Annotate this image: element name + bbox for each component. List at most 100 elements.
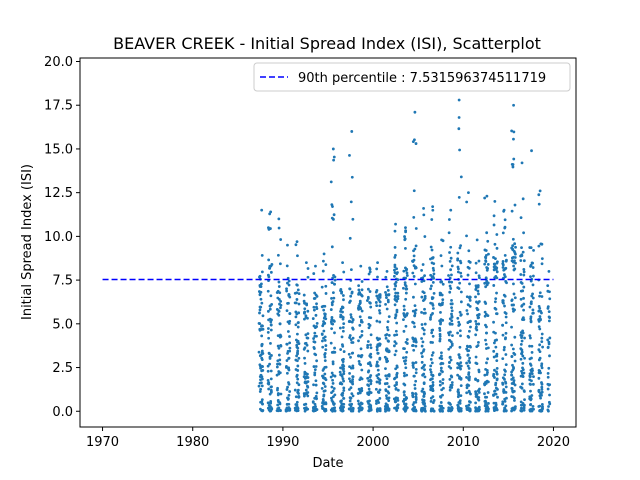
- data-point: [368, 324, 372, 327]
- data-point: [322, 329, 326, 333]
- data-point: [431, 303, 435, 307]
- data-point: [348, 399, 352, 403]
- data-point: [485, 194, 489, 198]
- data-point: [374, 301, 378, 304]
- data-point: [503, 273, 506, 276]
- data-point: [493, 276, 497, 280]
- data-point: [304, 333, 308, 337]
- data-point: [456, 258, 460, 262]
- data-point: [476, 301, 480, 305]
- data-point: [519, 409, 523, 413]
- data-point: [466, 312, 469, 316]
- data-point: [504, 321, 508, 325]
- data-point: [384, 374, 388, 378]
- data-point: [495, 352, 499, 356]
- data-point: [501, 259, 505, 263]
- data-point: [403, 315, 407, 319]
- data-point: [523, 356, 526, 360]
- data-point: [467, 335, 471, 339]
- data-point: [331, 362, 335, 366]
- data-point: [496, 395, 499, 399]
- data-point: [276, 334, 280, 338]
- data-point: [537, 371, 541, 375]
- data-point: [448, 388, 452, 392]
- data-point: [295, 381, 299, 385]
- data-point: [484, 254, 488, 257]
- data-point: [422, 213, 426, 217]
- data-point: [539, 396, 542, 400]
- data-point: [342, 379, 345, 383]
- data-point: [413, 282, 417, 286]
- data-point: [413, 405, 417, 409]
- data-point: [386, 289, 390, 292]
- data-point: [342, 372, 346, 376]
- data-point: [385, 347, 389, 351]
- data-point: [267, 227, 271, 231]
- data-point: [456, 366, 460, 370]
- data-point: [439, 362, 443, 366]
- data-point: [331, 147, 335, 151]
- data-point: [485, 369, 489, 372]
- data-point: [540, 332, 544, 336]
- data-point: [313, 373, 317, 377]
- data-point: [510, 325, 513, 329]
- data-point: [522, 231, 525, 235]
- data-point: [522, 308, 525, 312]
- data-point: [441, 381, 445, 385]
- data-point: [483, 382, 486, 386]
- data-point: [486, 281, 490, 285]
- data-point: [351, 375, 355, 378]
- data-point: [276, 403, 280, 407]
- data-point: [450, 342, 454, 346]
- data-point: [495, 291, 498, 295]
- data-point: [438, 383, 442, 387]
- data-point: [339, 315, 343, 319]
- plot-frame: [79, 57, 577, 428]
- data-point: [296, 254, 299, 258]
- data-point: [475, 325, 478, 329]
- data-point: [277, 309, 281, 313]
- data-point: [303, 394, 306, 398]
- data-point: [475, 238, 479, 242]
- data-point: [431, 380, 435, 384]
- data-point: [467, 191, 470, 195]
- data-point: [393, 340, 397, 344]
- data-point: [393, 287, 397, 291]
- data-point: [275, 373, 279, 377]
- data-point: [360, 377, 364, 381]
- data-point: [349, 299, 352, 303]
- data-point: [315, 391, 319, 395]
- data-point: [341, 363, 345, 367]
- data-point: [341, 294, 345, 297]
- y-tick-label: 17.5: [44, 99, 73, 114]
- data-point: [503, 345, 506, 349]
- data-point: [366, 383, 370, 387]
- data-point: [297, 356, 301, 360]
- data-point: [465, 309, 469, 312]
- data-point: [513, 383, 517, 387]
- data-point: [494, 257, 497, 260]
- data-point: [330, 303, 334, 307]
- plot-area: [79, 57, 577, 428]
- data-point: [432, 269, 436, 272]
- data-point: [360, 288, 364, 292]
- data-point: [546, 371, 550, 375]
- data-point: [341, 315, 345, 319]
- data-point: [459, 367, 462, 371]
- data-point: [258, 308, 262, 312]
- data-point: [260, 358, 264, 362]
- data-point: [465, 376, 468, 379]
- data-point: [540, 311, 543, 315]
- data-point: [403, 238, 407, 242]
- data-point: [431, 374, 435, 378]
- data-point: [477, 274, 481, 278]
- data-point: [474, 333, 478, 337]
- data-point: [420, 337, 423, 340]
- data-point: [450, 309, 454, 313]
- data-point: [547, 340, 551, 344]
- data-point: [492, 320, 495, 324]
- data-point: [548, 336, 552, 340]
- data-point: [324, 284, 328, 288]
- data-point: [538, 343, 542, 347]
- data-point: [411, 309, 415, 313]
